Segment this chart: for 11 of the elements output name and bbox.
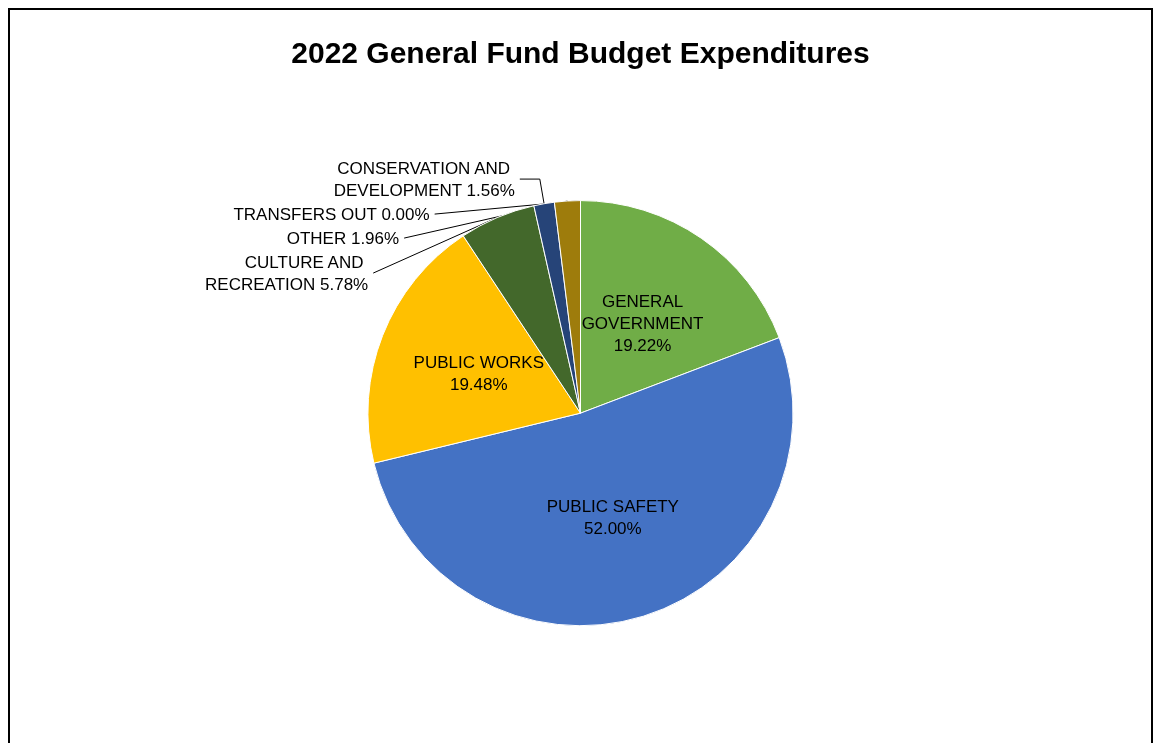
slice-label: OTHER 1.96% — [286, 228, 400, 248]
slice-label: GENERAL GOVERNMENT — [581, 291, 704, 333]
chart-title: 2022 General Fund Budget Expenditures — [291, 35, 870, 69]
slice-label: CONSERVATION AND DEVELOPMENT 1.56% — [333, 158, 515, 200]
slice-label: CULTURE AND RECREATION 5.78% — [205, 252, 369, 294]
data-label: 19.48% — [449, 374, 508, 394]
data-label: 52.00% — [584, 519, 642, 539]
category-label: TRANSFERS OUT 0.00% — [233, 204, 430, 224]
data-label: 19.22% — [613, 335, 672, 355]
slice-label: PUBLIC WORKS — [413, 352, 544, 372]
slice-label: PUBLIC SAFETY — [546, 497, 679, 517]
